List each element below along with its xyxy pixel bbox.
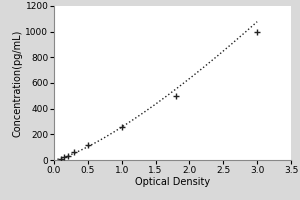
X-axis label: Optical Density: Optical Density <box>135 177 210 187</box>
Y-axis label: Concentration(pg/mL): Concentration(pg/mL) <box>13 29 23 137</box>
